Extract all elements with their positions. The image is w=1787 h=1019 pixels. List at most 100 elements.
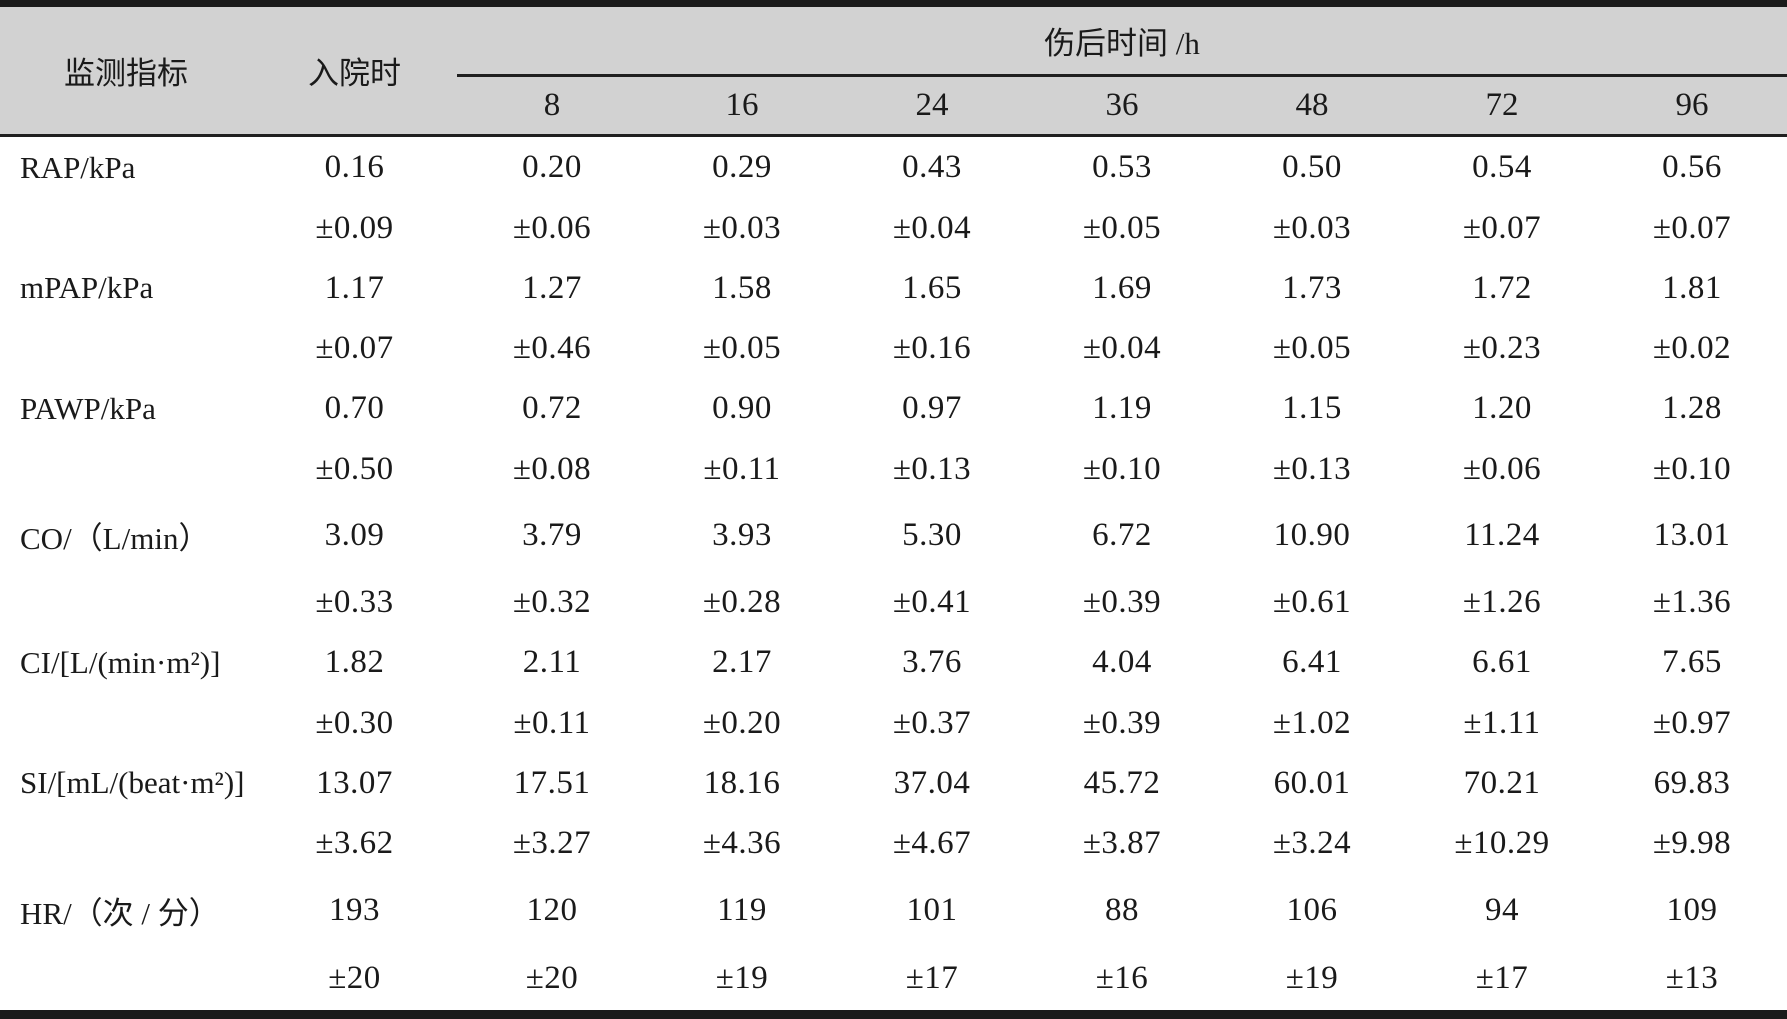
sd-value-cell: ±0.06 bbox=[512, 209, 592, 246]
mean-value-cell: 0.16 bbox=[324, 149, 385, 186]
sd-value-cell: ±0.04 bbox=[1082, 330, 1162, 367]
mean-value-cell: 1.20 bbox=[1472, 390, 1532, 427]
mean-value-cell: 193 bbox=[329, 891, 380, 928]
sd-value-cell: ±3.62 bbox=[315, 824, 394, 861]
sd-value-cell: ±3.27 bbox=[512, 824, 592, 861]
row-label: HR/（次 / 分） bbox=[20, 895, 220, 931]
mean-value-cell: 1.65 bbox=[902, 269, 962, 306]
mean-value-cell: 109 bbox=[1666, 891, 1718, 928]
mean-value-cell: 1.81 bbox=[1662, 269, 1722, 306]
mean-value-cell: 3.76 bbox=[902, 644, 962, 681]
mean-value-cell: 60.01 bbox=[1273, 764, 1351, 801]
indicator-sd-row: ±3.62 ±3.27 ±4.36 ±4.67 ±3.87 ±3.24 ±10.29 ±9.9… bbox=[0, 813, 1787, 873]
mean-value-cell: 69.83 bbox=[1653, 764, 1731, 801]
row-label-empty bbox=[0, 198, 252, 258]
sd-value-cell: ±0.23 bbox=[1462, 330, 1542, 367]
mean-value-cell: 1.28 bbox=[1662, 390, 1722, 427]
mean-value-cell: 0.90 bbox=[712, 390, 772, 427]
mean-value-cell: 1.19 bbox=[1092, 390, 1152, 427]
sd-value-cell: ±0.61 bbox=[1272, 584, 1352, 621]
sd-value-cell: ±0.32 bbox=[512, 584, 592, 621]
mean-value-cell: 3.79 bbox=[522, 517, 582, 554]
indicator-value-row: CI/[L/(min·m²)] 1.82 2.11 2.17 3.76 4.04 6.41 6… bbox=[0, 633, 1787, 693]
row-label-empty bbox=[0, 319, 252, 379]
row-label-empty bbox=[0, 693, 252, 753]
column-header-indicator: 监测指标 bbox=[0, 3, 252, 136]
mean-value-cell: 13.01 bbox=[1653, 517, 1731, 554]
sd-value-cell: ±0.06 bbox=[1462, 450, 1542, 487]
sd-value-cell: ±0.10 bbox=[1082, 450, 1162, 487]
row-label: SI/[mL/(beat·m²)] bbox=[20, 765, 245, 801]
sd-value-cell: ±3.87 bbox=[1082, 824, 1162, 861]
mean-value-cell: 3.09 bbox=[324, 517, 385, 554]
sd-value-cell: ±0.41 bbox=[892, 584, 972, 621]
sd-value-cell: ±0.03 bbox=[1272, 209, 1352, 246]
header-row-top: 监测指标 入院时 伤后时间 /h bbox=[0, 3, 1787, 136]
mean-value-cell: 0.29 bbox=[712, 149, 772, 186]
sd-value-cell: ±4.36 bbox=[702, 824, 782, 861]
sd-value-cell: ±0.50 bbox=[315, 450, 394, 487]
mean-value-cell: 2.17 bbox=[712, 644, 772, 681]
column-header-time-48: 48 bbox=[1217, 75, 1407, 136]
mean-value-cell: 4.04 bbox=[1092, 644, 1152, 681]
sd-value-cell: ±17 bbox=[905, 959, 959, 996]
mean-value-cell: 0.70 bbox=[324, 390, 385, 427]
sd-value-cell: ±0.13 bbox=[1272, 450, 1352, 487]
mean-value-cell: 7.65 bbox=[1662, 644, 1722, 681]
sd-value-cell: ±20 bbox=[525, 959, 579, 996]
mean-value-cell: 120 bbox=[526, 891, 578, 928]
indicator-value-row: SI/[mL/(beat·m²)] 13.07 17.51 18.16 37.04 45.… bbox=[0, 753, 1787, 813]
column-header-time-16: 16 bbox=[647, 75, 837, 136]
mean-value-cell: 0.97 bbox=[902, 390, 962, 427]
indicator-sd-row: ±0.09 ±0.06 ±0.03 ±0.04 ±0.05 ±0.03 ±0.07 ±0.07 bbox=[0, 198, 1787, 258]
sd-value-cell: ±0.07 bbox=[1462, 209, 1542, 246]
column-header-time-96: 96 bbox=[1597, 75, 1787, 136]
indicator-value-row: mPAP/kPa 1.17 1.27 1.58 1.65 1.69 1.73 1.72 1.81 bbox=[0, 258, 1787, 318]
mean-value-cell: 0.50 bbox=[1282, 149, 1342, 186]
mean-value-cell: 1.73 bbox=[1282, 269, 1342, 306]
mean-value-cell: 11.24 bbox=[1464, 517, 1540, 554]
row-label-empty bbox=[0, 439, 252, 499]
sd-value-cell: ±0.46 bbox=[512, 330, 592, 367]
sd-value-cell: ±10.29 bbox=[1454, 824, 1550, 861]
row-label-empty bbox=[0, 813, 252, 873]
header-row-times: 8 16 24 36 48 72 96 bbox=[0, 75, 1787, 136]
mean-value-cell: 1.58 bbox=[712, 269, 772, 306]
mean-value-cell: 6.41 bbox=[1282, 644, 1342, 681]
sd-value-cell: ±0.97 bbox=[1652, 704, 1732, 741]
mean-value-cell: 13.07 bbox=[316, 764, 393, 801]
sd-value-cell: ±0.10 bbox=[1652, 450, 1732, 487]
mean-value-cell: 45.72 bbox=[1083, 764, 1161, 801]
table-body: RAP/kPa 0.16 0.20 0.29 0.43 0.53 0.50 0.54 0.56 ±… bbox=[0, 136, 1787, 1015]
sd-value-cell: ±0.05 bbox=[1082, 209, 1162, 246]
sd-value-cell: ±16 bbox=[1095, 959, 1149, 996]
mean-value-cell: 0.53 bbox=[1092, 149, 1152, 186]
mean-value-cell: 1.69 bbox=[1092, 269, 1152, 306]
row-label: PAWP/kPa bbox=[20, 390, 156, 426]
row-label: mPAP/kPa bbox=[20, 270, 154, 306]
mean-value-cell: 1.82 bbox=[324, 644, 385, 681]
sd-value-cell: ±0.30 bbox=[315, 704, 394, 741]
sd-value-cell: ±0.39 bbox=[1082, 704, 1162, 741]
sd-value-cell: ±0.09 bbox=[315, 209, 394, 246]
sd-value-cell: ±20 bbox=[328, 959, 381, 996]
sd-value-cell: ±1.36 bbox=[1652, 584, 1732, 621]
indicator-value-row: HR/（次 / 分） 193 120 119 101 88 106 94 109 bbox=[0, 874, 1787, 947]
mean-value-cell: 0.72 bbox=[522, 390, 582, 427]
column-header-time-72: 72 bbox=[1407, 75, 1597, 136]
mean-value-cell: 6.61 bbox=[1472, 644, 1532, 681]
column-group-header-time-after-injury: 伤后时间 /h bbox=[457, 3, 1787, 77]
sd-value-cell: ±3.24 bbox=[1272, 824, 1352, 861]
mean-value-cell: 3.93 bbox=[712, 517, 772, 554]
mean-value-cell: 1.72 bbox=[1472, 269, 1532, 306]
row-label: CO/（L/min） bbox=[20, 521, 210, 557]
row-label: RAP/kPa bbox=[20, 149, 136, 185]
row-label-empty bbox=[0, 947, 252, 1015]
mean-value-cell: 0.43 bbox=[902, 149, 962, 186]
sd-value-cell: ±0.02 bbox=[1652, 330, 1732, 367]
sd-value-cell: ±1.11 bbox=[1463, 704, 1541, 741]
indicator-value-row: PAWP/kPa 0.70 0.72 0.90 0.97 1.19 1.15 1.20 1.28 bbox=[0, 379, 1787, 439]
mean-value-cell: 0.56 bbox=[1662, 149, 1722, 186]
